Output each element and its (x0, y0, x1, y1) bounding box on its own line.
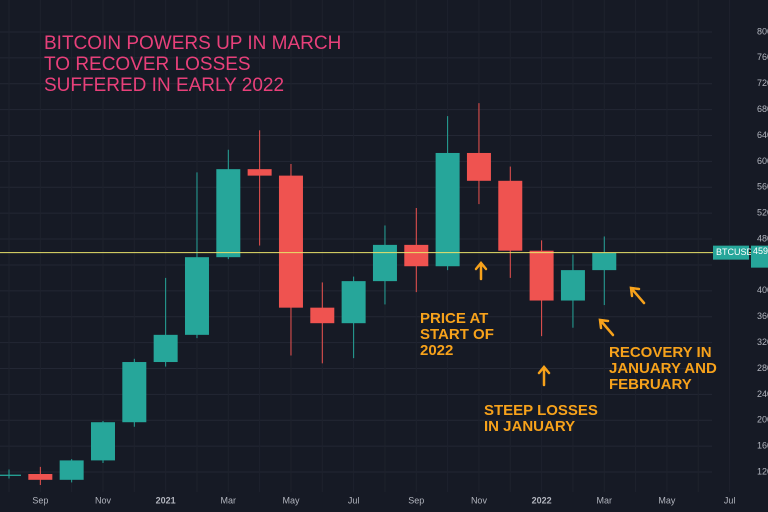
price-tag (751, 245, 768, 268)
y-tick-label: 400 (757, 285, 768, 295)
plot (0, 31, 712, 485)
annotation: JANUARY AND (609, 360, 717, 377)
annotation: STEEP LOSSES (484, 402, 598, 419)
y-tick-label: 200 (757, 415, 768, 425)
annotation: PRICE AT (420, 310, 488, 327)
arrow (474, 261, 488, 281)
candle-body (278, 175, 303, 308)
candle-body (0, 474, 21, 476)
y-tick-label: 640 (757, 130, 768, 140)
candle-body (90, 422, 115, 461)
candle-body (122, 362, 147, 423)
y-tick-label: 280 (757, 363, 768, 373)
annotation: FEBRUARY (609, 376, 692, 393)
candle-body (529, 250, 554, 301)
candle-body (28, 473, 53, 480)
x-tick-label: Sep (408, 495, 424, 505)
annotation: IN JANUARY (484, 418, 575, 435)
y-tick-label: 680 (757, 104, 768, 114)
arrow (629, 286, 646, 305)
chart-title: SUFFERED IN EARLY 2022 (44, 75, 284, 96)
y-tick-label: 320 (757, 337, 768, 347)
candle-body (216, 169, 241, 258)
x-tick-label: Jul (724, 495, 736, 505)
annotation: 2022 (420, 342, 453, 359)
arrows (474, 261, 646, 387)
arrow (598, 318, 615, 337)
candle-body (404, 244, 429, 267)
x-tick-label: Sep (32, 495, 48, 505)
x-tick-label: Jul (348, 495, 360, 505)
x-tick-label: 2021 (156, 495, 176, 505)
x-tick-label: May (282, 495, 300, 505)
arrow (537, 365, 551, 387)
y-tick-label: 160 (757, 441, 768, 451)
x-tick-label: May (658, 495, 676, 505)
chart-title: BITCOIN POWERS UP IN MARCH (44, 33, 341, 54)
y-tick-label: 480 (757, 233, 768, 243)
candle-body (310, 307, 335, 324)
candle-body (153, 334, 178, 363)
candle-body (560, 270, 585, 301)
candle-body (372, 244, 397, 282)
y-tick-label: 760 (757, 52, 768, 62)
annotation: RECOVERY IN (609, 344, 712, 361)
candle-body (184, 257, 209, 335)
candle-body (592, 252, 617, 271)
x-tick-label: Mar (597, 495, 613, 505)
annotation: START OF (420, 326, 494, 343)
y-tick-label: 600 (757, 156, 768, 166)
x-tick-label: Mar (221, 495, 237, 505)
overlay: 1201602002402803203604004404805205606006… (0, 26, 768, 505)
candle-body (498, 180, 523, 251)
y-tick-label: 120 (757, 466, 768, 476)
y-tick-label: 240 (757, 389, 768, 399)
candle-body (341, 281, 366, 324)
last-price-label: 459 (753, 246, 768, 256)
y-tick-label: 520 (757, 208, 768, 218)
symbol-tag (713, 245, 749, 260)
x-tick-label: 2022 (532, 495, 552, 505)
y-tick-label: 560 (757, 182, 768, 192)
x-tick-label: Nov (471, 495, 488, 505)
y-tick-label: 800 (757, 26, 768, 36)
candle-body (466, 152, 491, 181)
candle-body (435, 152, 460, 267)
y-tick-label: 360 (757, 311, 768, 321)
symbol-label: BTCUSD (716, 247, 754, 257)
y-tick-label: 720 (757, 78, 768, 88)
candle-body (247, 169, 272, 176)
chart-title: TO RECOVER LOSSES (44, 54, 251, 75)
candle-body (59, 460, 84, 480)
x-tick-label: Nov (95, 495, 112, 505)
